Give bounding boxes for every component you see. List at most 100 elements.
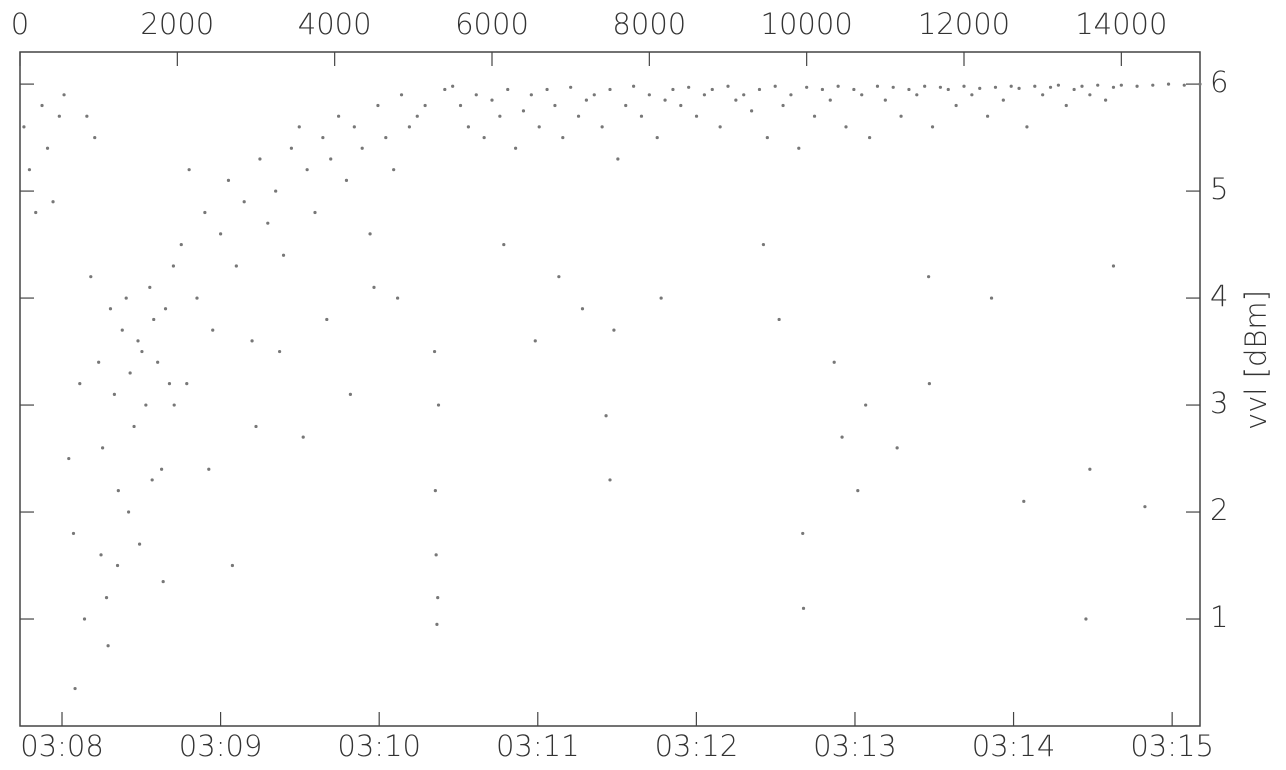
y-tick-label: 5 — [1210, 172, 1228, 206]
point — [1009, 84, 1013, 88]
point — [1088, 467, 1092, 471]
point — [45, 146, 50, 150]
point — [946, 87, 950, 92]
point — [466, 125, 470, 129]
point — [718, 125, 722, 129]
x-tick-label: 0 — [11, 7, 29, 41]
point — [490, 98, 494, 102]
point — [167, 382, 172, 386]
x2-tick-label: 03:10 — [337, 729, 421, 763]
x2-tick-label: 03:12 — [655, 729, 739, 763]
point — [274, 189, 278, 193]
point — [954, 103, 958, 108]
point — [868, 135, 872, 140]
point — [576, 114, 581, 118]
point — [40, 103, 44, 108]
point — [1025, 125, 1029, 129]
point — [27, 168, 32, 172]
point — [1001, 98, 1005, 102]
point — [116, 489, 120, 493]
point — [321, 135, 325, 140]
point — [161, 579, 165, 584]
point — [805, 85, 809, 89]
point — [93, 135, 97, 140]
point — [624, 103, 628, 108]
point — [1084, 617, 1088, 621]
point — [203, 210, 207, 215]
point — [710, 87, 714, 92]
point — [73, 686, 77, 691]
point — [789, 93, 793, 97]
point — [895, 446, 899, 450]
point — [639, 114, 644, 118]
point — [1096, 83, 1100, 87]
point — [907, 87, 911, 92]
point — [514, 146, 518, 150]
point — [407, 125, 411, 129]
x2-tick-label: 03:11 — [496, 729, 580, 763]
point — [663, 98, 667, 102]
x-tick-label: 14000 — [1075, 7, 1167, 41]
point — [1056, 83, 1060, 87]
point — [22, 125, 26, 129]
point — [608, 87, 612, 92]
point — [506, 87, 510, 92]
x-tick-label: 2000 — [140, 7, 214, 41]
point — [301, 435, 305, 439]
point — [254, 424, 258, 429]
point — [915, 93, 919, 97]
point — [423, 103, 427, 108]
point — [1135, 84, 1139, 88]
point — [655, 135, 659, 140]
point — [1143, 505, 1147, 509]
point — [765, 135, 769, 140]
point — [557, 275, 561, 279]
point — [82, 617, 87, 621]
point — [899, 114, 903, 118]
point — [989, 296, 994, 300]
point — [832, 360, 836, 364]
point — [864, 403, 868, 407]
point — [226, 178, 231, 182]
point — [89, 275, 93, 279]
point — [679, 103, 683, 108]
point — [78, 382, 82, 386]
point — [34, 210, 38, 215]
point — [399, 93, 404, 97]
point — [612, 328, 616, 332]
plot-frame — [19, 51, 1201, 727]
point — [687, 85, 691, 89]
point — [1072, 87, 1076, 92]
x2-tick-label: 03:15 — [1130, 729, 1214, 763]
point — [136, 339, 140, 343]
point — [474, 93, 478, 97]
x2-tick-label: 03:08 — [20, 729, 104, 763]
point — [171, 264, 175, 268]
point — [344, 178, 349, 182]
x2-tick-label: 03:13 — [813, 729, 897, 763]
y-tick-label: 4 — [1210, 279, 1228, 313]
point — [978, 86, 982, 90]
point — [742, 93, 746, 97]
point — [51, 200, 55, 204]
point — [482, 135, 486, 140]
point — [67, 456, 71, 461]
point — [148, 285, 152, 289]
x2-tick-label: 03:14 — [972, 729, 1056, 763]
point — [993, 85, 998, 89]
point — [592, 93, 596, 97]
point — [801, 606, 806, 610]
point — [71, 531, 76, 536]
point — [1033, 84, 1037, 88]
point — [1182, 83, 1186, 87]
point — [604, 414, 608, 418]
point — [1080, 84, 1084, 88]
point — [451, 84, 455, 88]
point — [313, 210, 317, 215]
point — [1119, 83, 1123, 87]
point — [329, 157, 333, 161]
point — [434, 553, 438, 557]
y-tick-label: 1 — [1210, 600, 1228, 634]
